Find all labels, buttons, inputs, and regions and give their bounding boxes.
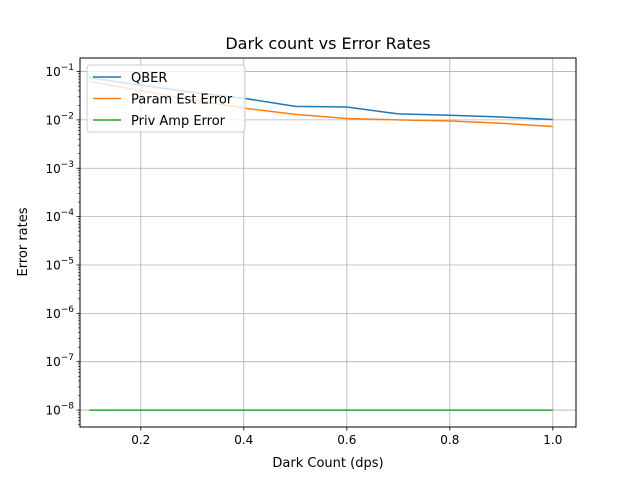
y-tick-base: 10 xyxy=(45,258,60,272)
y-tick-exponent: −6 xyxy=(61,305,75,315)
y-tick-label: 10−7 xyxy=(45,353,74,369)
x-tick-label: 0.6 xyxy=(337,433,356,447)
x-axis-ticks: 0.2 0.4 0.6 0.8 1.0 xyxy=(131,427,562,447)
legend-label: Priv Amp Error xyxy=(131,114,226,129)
y-tick-base: 10 xyxy=(45,113,60,127)
y-tick-exponent: −5 xyxy=(61,256,74,266)
y-tick-base: 10 xyxy=(45,307,60,321)
y-tick-label: 10−8 xyxy=(45,402,74,418)
x-tick-label: 1.0 xyxy=(543,433,562,447)
legend-label: QBER xyxy=(131,71,167,86)
legend: QBER Param Est Error Priv Amp Error xyxy=(86,64,246,133)
y-tick-base: 10 xyxy=(45,404,60,418)
y-tick-label: 10−4 xyxy=(45,208,74,224)
x-tick-label: 0.8 xyxy=(440,433,459,447)
y-tick-exponent: −8 xyxy=(61,402,75,412)
y-tick-label: 10−5 xyxy=(45,256,74,272)
y-tick-exponent: −2 xyxy=(61,111,74,121)
y-tick-exponent: −7 xyxy=(61,353,74,363)
y-tick-base: 10 xyxy=(45,210,60,224)
x-axis-label: Dark Count (dps) xyxy=(272,456,383,471)
y-tick-base: 10 xyxy=(45,65,60,79)
y-tick-exponent: −1 xyxy=(61,63,74,73)
chart-title: Dark count vs Error Rates xyxy=(225,34,430,53)
y-tick-exponent: −3 xyxy=(61,160,74,170)
y-tick-label: 10−3 xyxy=(45,160,74,176)
y-axis-ticks: 10−810−710−610−510−410−310−210−1 xyxy=(45,63,80,425)
legend-box xyxy=(86,64,246,133)
y-tick-base: 10 xyxy=(45,355,60,369)
x-tick-label: 0.4 xyxy=(234,433,253,447)
y-tick-label: 10−1 xyxy=(45,63,74,79)
y-tick-base: 10 xyxy=(45,162,60,176)
y-axis-label: Error rates xyxy=(16,207,31,276)
x-tick-label: 0.2 xyxy=(131,433,150,447)
legend-label: Param Est Error xyxy=(131,93,233,108)
y-tick-label: 10−6 xyxy=(45,305,74,321)
plot-frame xyxy=(79,57,577,428)
y-tick-label: 10−2 xyxy=(45,111,74,127)
y-tick-exponent: −4 xyxy=(61,208,75,218)
